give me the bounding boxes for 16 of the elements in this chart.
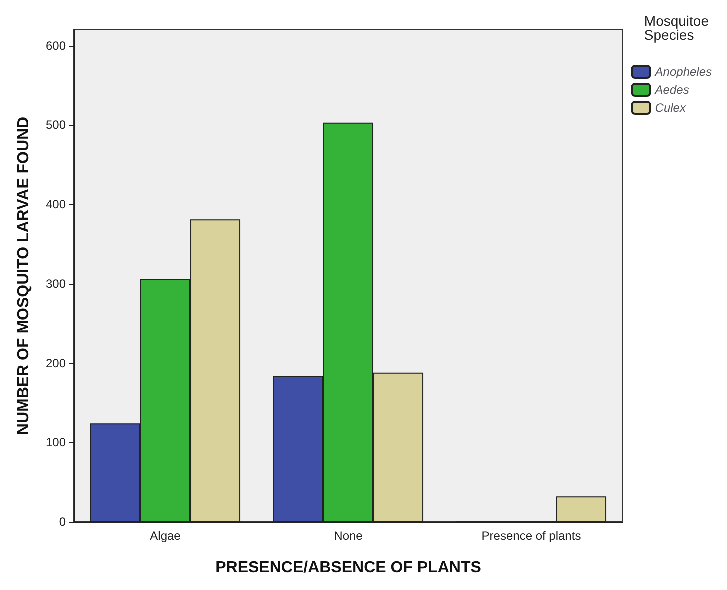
y-tick-label: 600: [46, 38, 66, 53]
x-tick-label: Presence of plants: [482, 529, 582, 543]
legend-title: Mosquitoe Species: [644, 13, 710, 43]
y-tick-label: 400: [46, 198, 66, 212]
y-tick-label: 0: [59, 515, 66, 529]
x-tick-label: Algae: [150, 529, 182, 543]
legend-label: Culex: [655, 101, 687, 115]
x-tick-label: None: [334, 529, 364, 543]
y-tick-label: 500: [46, 118, 66, 132]
y-tick-label: 200: [46, 356, 66, 370]
y-tick-label: 100: [46, 436, 66, 450]
legend-label: Aedes: [654, 83, 690, 97]
x-axis-title: PRESENCE/ABSENCE OF PLANTS: [216, 560, 482, 576]
legend-label: Anopheles: [654, 65, 712, 79]
y-tick-label: 300: [46, 276, 66, 291]
y-axis-title: NUMBER OF MOSQUITO LARVAE FOUND: [16, 116, 32, 436]
